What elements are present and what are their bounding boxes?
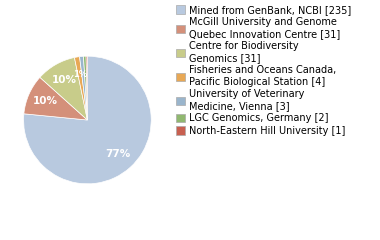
Text: 1%: 1% bbox=[73, 70, 87, 79]
Wedge shape bbox=[86, 56, 87, 120]
Wedge shape bbox=[74, 57, 87, 120]
Wedge shape bbox=[84, 56, 87, 120]
Text: 10%: 10% bbox=[33, 96, 58, 107]
Wedge shape bbox=[79, 56, 87, 120]
Wedge shape bbox=[24, 56, 151, 184]
Wedge shape bbox=[40, 58, 87, 120]
Wedge shape bbox=[24, 77, 87, 120]
Legend: Mined from GenBank, NCBI [235], McGill University and Genome
Quebec Innovation C: Mined from GenBank, NCBI [235], McGill U… bbox=[176, 5, 351, 136]
Text: 10%: 10% bbox=[52, 75, 77, 85]
Text: 77%: 77% bbox=[106, 149, 131, 159]
